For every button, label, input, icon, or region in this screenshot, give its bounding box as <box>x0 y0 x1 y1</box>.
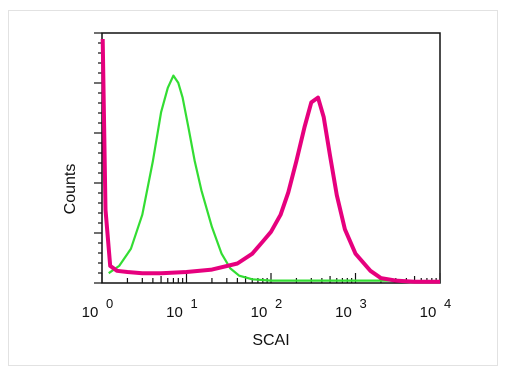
series-layer <box>100 38 441 284</box>
x-tick-base: 10 <box>335 304 352 321</box>
x-tick-base: 10 <box>166 304 183 321</box>
series-line-2 <box>100 38 440 284</box>
x-axis-title: SCAI <box>252 332 289 349</box>
y-axis-ticks <box>94 32 102 284</box>
x-tick-labels: 10 0 10 1 10 2 10 3 10 4 <box>82 296 452 321</box>
x-tick-label: 10 3 <box>335 296 367 321</box>
x-tick-label: 10 4 <box>420 296 452 321</box>
x-tick-base: 10 <box>82 304 99 321</box>
x-tick-exponent: 3 <box>360 296 367 311</box>
x-tick-label: 10 2 <box>251 296 283 321</box>
x-tick-base: 10 <box>420 304 437 321</box>
x-tick-exponent: 2 <box>275 296 282 311</box>
x-tick-exponent: 4 <box>444 296 451 311</box>
x-tick-label: 10 1 <box>166 296 198 321</box>
y-axis-title: Counts <box>62 164 79 215</box>
histogram-chart: 10 0 10 1 10 2 10 3 10 4 SCAI Counts <box>62 32 452 349</box>
x-tick-label: 10 0 <box>82 296 114 321</box>
series-line-1 <box>108 74 441 283</box>
x-tick-base: 10 <box>251 304 268 321</box>
x-tick-exponent: 1 <box>191 296 198 311</box>
chart-frame: 10 0 10 1 10 2 10 3 10 4 SCAI Counts <box>8 10 498 366</box>
x-tick-exponent: 0 <box>106 296 113 311</box>
